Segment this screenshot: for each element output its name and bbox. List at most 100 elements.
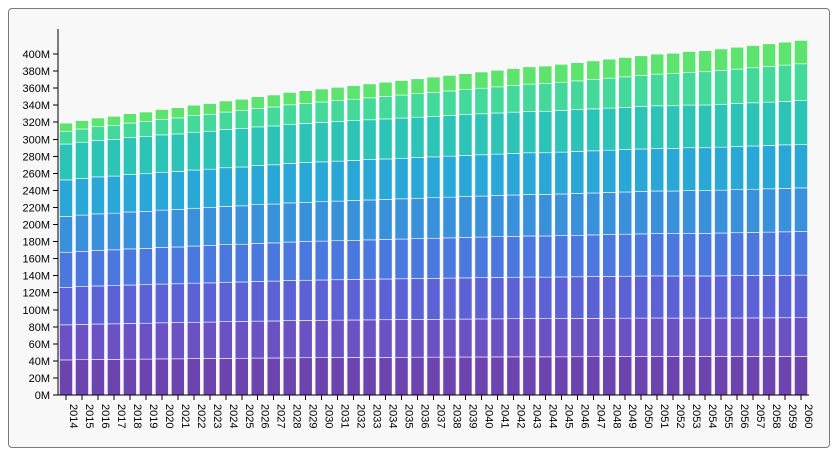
- bar-segment: [234, 281, 249, 322]
- bar-segment: [426, 356, 441, 396]
- bar-segment: [250, 320, 265, 359]
- bar-segment: [330, 100, 345, 122]
- bar-segment: [218, 321, 233, 359]
- bar-segment: [139, 358, 153, 396]
- bar-segment: [522, 83, 537, 112]
- y-tick-label: 260M: [22, 168, 50, 180]
- bar-segment: [362, 278, 377, 321]
- bar-segment: [346, 160, 361, 201]
- bar-segment: [330, 279, 345, 321]
- bar-segment: [314, 122, 329, 163]
- y-tick-label: 100M: [22, 305, 50, 317]
- bar-segment: [59, 324, 73, 361]
- bar-segment: [730, 232, 744, 277]
- bar-segment: [522, 276, 537, 319]
- bar-segment: [666, 275, 681, 319]
- bar-segment: [458, 196, 473, 238]
- x-tick-label: 2028: [291, 404, 303, 428]
- bar-segment: [362, 119, 377, 161]
- bar-segment: [778, 101, 792, 146]
- y-tick-label: 340M: [22, 100, 50, 112]
- bar-segment: [202, 245, 217, 284]
- bar-segment: [59, 122, 73, 132]
- bar-segment: [538, 110, 553, 154]
- bar-segment: [474, 318, 489, 358]
- bar-segment: [490, 318, 505, 358]
- bar-segment: [91, 250, 105, 287]
- bar-segment: [474, 356, 489, 396]
- x-tick-label: 2030: [323, 404, 335, 428]
- bar-segment: [298, 90, 313, 104]
- bar-segment: [426, 156, 441, 199]
- bar-segment: [634, 317, 649, 357]
- bar-segment: [778, 188, 792, 233]
- bar-segment: [538, 194, 553, 237]
- bar-segment: [155, 322, 169, 360]
- bar-segment: [202, 113, 217, 132]
- x-tick-label: 2046: [578, 404, 590, 428]
- x-tick-label: 2014: [67, 404, 79, 428]
- bar-segment: [155, 209, 169, 248]
- bar-segment: [218, 244, 233, 283]
- bar-segment: [362, 199, 377, 241]
- x-tick-label: 2038: [450, 404, 462, 428]
- bar-segment: [266, 242, 281, 282]
- bar-segment: [490, 69, 505, 88]
- bar-segment: [618, 317, 633, 357]
- bar-segment: [506, 194, 521, 237]
- bar-segment: [730, 68, 744, 104]
- bar-segment: [474, 113, 489, 156]
- bar-segment: [75, 141, 89, 179]
- bar-segment: [602, 276, 617, 319]
- bar-segment: [650, 148, 665, 192]
- bar-segment: [139, 136, 153, 175]
- bar-segment: [666, 105, 681, 149]
- bar-segment: [762, 317, 776, 357]
- bar-segment: [266, 320, 281, 359]
- x-tick-label: 2044: [546, 404, 558, 428]
- bar-segment: [266, 106, 281, 127]
- y-tick-label: 0M: [35, 390, 50, 402]
- bar-segment: [282, 123, 297, 164]
- bar-segment: [602, 149, 617, 193]
- bar-segment: [794, 144, 808, 189]
- bar-segment: [666, 356, 681, 396]
- bar-segment: [442, 318, 457, 358]
- bar-segment: [762, 66, 776, 103]
- y-tick-label: 280M: [22, 151, 50, 163]
- bar-segment: [794, 356, 808, 396]
- bar-segment: [538, 318, 553, 358]
- bar-segment: [746, 102, 760, 147]
- x-tick-label: 2035: [403, 404, 415, 428]
- bar-segment: [314, 201, 329, 242]
- bar-segment: [170, 283, 185, 323]
- bar-segment: [570, 276, 585, 319]
- bar-segment: [91, 117, 105, 128]
- bar-segment: [490, 277, 505, 320]
- bar-segment: [746, 45, 760, 69]
- bar-segment: [91, 140, 105, 178]
- bar-segment: [362, 83, 377, 99]
- bar-segment: [378, 81, 393, 97]
- bar-segment: [346, 200, 361, 241]
- bar-segment: [458, 356, 473, 396]
- y-tick-label: 220M: [22, 202, 50, 214]
- bar-segment: [298, 279, 313, 321]
- y-tick-label: 60M: [29, 339, 50, 351]
- bar-segment: [570, 356, 585, 396]
- bar-segment: [458, 277, 473, 320]
- bar-segment: [458, 318, 473, 358]
- bar-segment: [586, 276, 601, 319]
- bar-segment: [698, 104, 712, 149]
- x-tick-label: 2025: [243, 404, 255, 428]
- bar-segment: [698, 71, 712, 106]
- bar-segment: [474, 154, 489, 197]
- bar-segment: [234, 166, 249, 207]
- bar-segment: [202, 168, 217, 208]
- bar-segment: [602, 356, 617, 396]
- bar-segment: [250, 165, 265, 205]
- x-tick-label: 2032: [355, 404, 367, 428]
- bar-segment: [123, 358, 137, 396]
- bar-segment: [698, 356, 712, 396]
